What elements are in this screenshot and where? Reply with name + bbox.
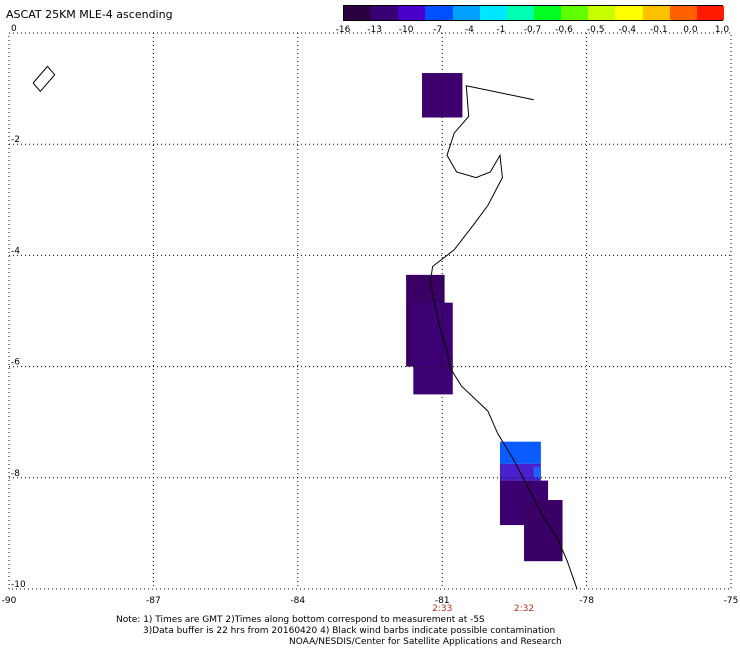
wind-swath-cell [421, 73, 463, 118]
color-swatch [344, 6, 372, 20]
island-outline [32, 65, 56, 93]
lon-tick-label: -78 [579, 596, 594, 606]
color-swatch [371, 6, 399, 20]
color-swatch [588, 6, 616, 20]
color-scale-bar [343, 5, 725, 21]
color-swatch [642, 6, 671, 20]
color-scale-label: -0.1 [650, 25, 668, 35]
color-scale-label: -0.4 [618, 25, 637, 35]
pass-time-label: 2:33 [432, 604, 452, 614]
lat-tick-label: -10 [11, 580, 26, 590]
note-line-2: 3)Data buffer is 22 hrs from 20160420 4)… [143, 626, 556, 636]
color-scale-labels: -16 -13 -10 -7 -4 -1 -0.7 -0.6 -0.5 -0.4 -0.1 0.0 1.… [0, 25, 740, 39]
color-scale-label: -0.7 [523, 25, 542, 35]
color-scale-label: -1 [496, 25, 506, 35]
lat-tick-label: -8 [11, 469, 20, 479]
coastline [429, 85, 578, 590]
lat-tick-label: -2 [11, 135, 20, 145]
note-line-1: Note: 1) Times are GMT 2)Times along bot… [116, 615, 485, 625]
color-swatch [534, 6, 562, 20]
lon-tick-label: -84 [290, 596, 305, 606]
lat-tick-label: -6 [11, 358, 20, 368]
color-swatch [615, 6, 644, 20]
color-scale-label: -7 [433, 25, 443, 35]
color-swatch [479, 6, 508, 20]
color-scale-label: 0.0 [683, 25, 698, 35]
note-line-3: NOAA/NESDIS/Center for Satellite Applica… [289, 637, 562, 647]
wind-swath-cell [524, 500, 563, 562]
lon-tick-label: -81 [435, 596, 450, 606]
map-title: ASCAT 25KM MLE-4 ascending [6, 8, 173, 21]
lat-tick-label: 0 [11, 24, 17, 34]
color-scale-label: -16 [335, 25, 351, 35]
color-swatch [506, 6, 535, 20]
lon-tick-label: -90 [2, 596, 17, 606]
color-swatch [452, 6, 481, 20]
color-scale-label: -10 [398, 25, 414, 35]
color-scale-label: -0.6 [555, 25, 573, 35]
color-scale-label: -0.5 [586, 25, 605, 35]
color-scale-label: -13 [367, 25, 382, 35]
map-frame [8, 32, 732, 590]
color-swatch [425, 6, 454, 20]
lon-tick-label: -87 [146, 596, 161, 606]
wind-swath-cell [533, 466, 541, 478]
color-swatch [669, 6, 698, 20]
pass-time-label: 2:32 [514, 604, 534, 614]
color-scale-label: -4 [464, 25, 474, 35]
lat-tick-label: -4 [11, 246, 20, 256]
color-swatch [696, 6, 725, 20]
color-scale-label: 1.0 [714, 25, 730, 35]
color-swatch [398, 6, 426, 20]
lon-tick-label: -75 [724, 596, 739, 606]
wind-swath-cell [499, 441, 541, 464]
color-swatch [561, 6, 589, 20]
